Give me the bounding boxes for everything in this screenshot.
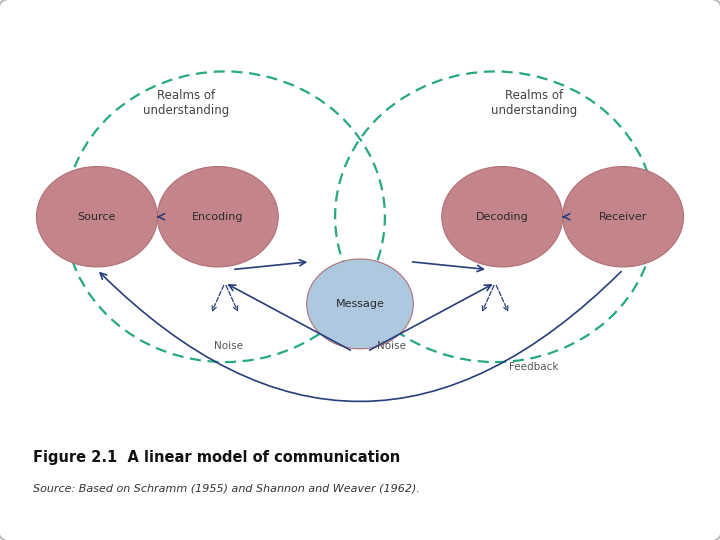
Text: Realms of
understanding: Realms of understanding	[491, 89, 577, 117]
Text: Source: Based on Schramm (1955) and Shannon and Weaver (1962).: Source: Based on Schramm (1955) and Shan…	[33, 484, 420, 494]
Ellipse shape	[37, 166, 158, 267]
Ellipse shape	[307, 259, 413, 349]
Ellipse shape	[562, 166, 683, 267]
Ellipse shape	[442, 166, 562, 267]
Text: Realms of
understanding: Realms of understanding	[143, 89, 229, 117]
Text: Encoding: Encoding	[192, 212, 243, 222]
Ellipse shape	[158, 166, 278, 267]
Text: Decoding: Decoding	[476, 212, 528, 222]
Text: Source: Source	[78, 212, 116, 222]
Text: Figure 2.1  A linear model of communication: Figure 2.1 A linear model of communicati…	[33, 450, 400, 464]
Text: Noise: Noise	[214, 341, 243, 351]
Text: Message: Message	[336, 299, 384, 309]
Text: Receiver: Receiver	[599, 212, 647, 222]
Text: Feedback: Feedback	[510, 362, 559, 373]
Text: Noise: Noise	[377, 341, 407, 351]
